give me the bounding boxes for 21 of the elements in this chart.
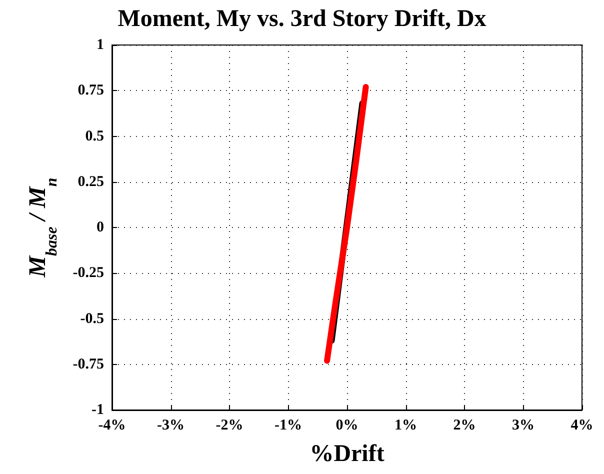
chart-title: Moment, My vs. 3rd Story Drift, Dx bbox=[118, 6, 486, 32]
x-tick-label: -4% bbox=[98, 418, 126, 434]
x-tick-label: 1% bbox=[394, 418, 417, 434]
x-axis-title: %Drift bbox=[310, 441, 384, 467]
y-tick-label: -0.75 bbox=[72, 356, 104, 372]
y-tick-label: -0.5 bbox=[80, 310, 104, 327]
x-tick-label: -2% bbox=[216, 418, 244, 434]
y-tick-label: 1 bbox=[96, 37, 104, 53]
x-tick-label: 2% bbox=[453, 418, 476, 434]
y-tick-label: 0.25 bbox=[78, 174, 104, 190]
x-tick-label: -1% bbox=[274, 418, 302, 434]
x-tick-label: 3% bbox=[512, 418, 534, 434]
y-axis-title: Mbase / Mn bbox=[25, 178, 60, 278]
y-tick-label: -0.25 bbox=[72, 265, 104, 282]
y-tick-label: 0 bbox=[96, 220, 104, 236]
x-tick-label: -3% bbox=[157, 418, 184, 434]
y-tick-label: -1 bbox=[92, 402, 104, 418]
y-tick-label: 0.5 bbox=[85, 128, 104, 144]
x-tick-label: 0% bbox=[336, 418, 358, 434]
y-tick-label: 0.75 bbox=[78, 82, 104, 99]
x-tick-label: 4% bbox=[570, 418, 594, 434]
